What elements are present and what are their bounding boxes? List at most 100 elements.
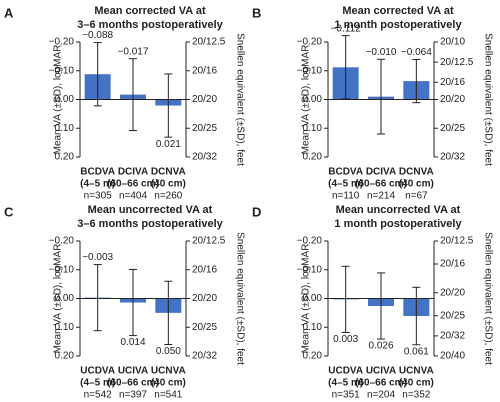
x-tick-label: (4–5 m)	[80, 179, 115, 190]
x-tick-label: (60–66 cm)	[107, 179, 159, 190]
y-tick-label: 0.10	[55, 123, 75, 134]
y2-tick-label: 20/32	[440, 152, 465, 163]
y-tick-label: 0.00	[303, 94, 323, 105]
n-label: n=214	[367, 191, 396, 202]
y2-axis-label: Snellen equivalent (±SD), feet	[234, 232, 245, 365]
panel-label: A	[4, 5, 14, 20]
chart-title: Mean uncorrected VA at	[336, 204, 461, 216]
y-tick-label: 0.20	[303, 152, 323, 163]
y2-tick-label: 20/16	[440, 77, 465, 88]
x-tick-label: UCDVA	[328, 366, 363, 377]
n-label: n=260	[154, 191, 183, 202]
x-tick-label: DCIVA	[366, 167, 396, 178]
y2-tick-label: 20/25	[192, 123, 217, 134]
panel: B Mean corrected VA at 1 month postoperati…	[252, 5, 493, 202]
x-tick-label: DCIVA	[118, 167, 148, 178]
y2-tick-label: 20/12.5	[192, 236, 226, 247]
panel: A Mean corrected VA at 3–6 months postoper…	[4, 5, 245, 202]
y-axis-label: Mean VA (±SD), logMAR	[53, 244, 64, 354]
y-axis-label: Mean VA (±SD), logMAR	[53, 45, 64, 155]
y2-tick-label: 20/40	[440, 351, 465, 362]
y-tick-label: −0.10	[297, 264, 323, 275]
x-tick-label: UCIVA	[366, 366, 396, 377]
y2-tick-label: 20/16	[440, 259, 465, 270]
y2-tick-label: 20/16	[192, 65, 217, 76]
y-tick-label: −0.10	[49, 264, 75, 275]
y2-tick-label: 20/20	[192, 94, 217, 105]
y2-axis-label: Snellen equivalent (±SD), feet	[482, 33, 493, 166]
value-label: −0.088	[82, 30, 113, 41]
x-tick-label: (40 cm)	[151, 378, 186, 389]
x-tick-label: (4–5 m)	[328, 378, 363, 389]
y-tick-label: −0.20	[49, 236, 75, 247]
y-tick-label: 0.00	[55, 94, 75, 105]
y-tick-label: 0.10	[55, 322, 75, 333]
y-tick-label: −0.20	[49, 37, 75, 48]
x-tick-label: (40 cm)	[151, 179, 186, 190]
panel: D Mean uncorrected VA at 1 month postopera…	[252, 204, 493, 401]
chart-title: 3–6 months postoperatively	[77, 218, 223, 230]
y2-tick-label: 20/12.5	[440, 57, 474, 68]
y2-tick-label: 20/10	[440, 37, 465, 48]
x-tick-label: (4–5 m)	[328, 179, 363, 190]
y2-tick-label: 20/20	[440, 94, 465, 105]
y2-tick-label: 20/12.5	[440, 236, 474, 247]
y-tick-label: −0.10	[49, 65, 75, 76]
y-tick-label: −0.10	[297, 65, 323, 76]
x-tick-label: (40 cm)	[399, 179, 434, 190]
panel-label: D	[252, 204, 261, 219]
x-tick-label: UCIVA	[118, 366, 148, 377]
x-tick-label: (60–66 cm)	[355, 378, 407, 389]
x-tick-label: (60–66 cm)	[107, 378, 159, 389]
chart-title: 3–6 months postoperatively	[77, 19, 223, 31]
y2-tick-label: 20/20	[440, 287, 465, 298]
y2-tick-label: 20/32	[192, 152, 217, 163]
x-tick-label: DCNVA	[399, 167, 434, 178]
chart-title: Mean corrected VA at	[94, 5, 206, 17]
y2-tick-label: 20/25	[440, 123, 465, 134]
y2-tick-label: 20/25	[192, 322, 217, 333]
n-label: n=351	[332, 390, 361, 401]
y2-axis-label: Snellen equivalent (±SD), feet	[482, 232, 493, 365]
y2-tick-label: 20/32	[192, 351, 217, 362]
x-tick-label: BCDVA	[80, 167, 115, 178]
y2-tick-label: 20/25	[440, 310, 465, 321]
n-label: n=352	[402, 390, 431, 401]
y-axis-label: Mean VA (±SD), logMAR	[301, 45, 312, 155]
x-tick-label: BCDVA	[328, 167, 363, 178]
y-tick-label: 0.20	[303, 351, 323, 362]
y-tick-label: 0.00	[303, 293, 323, 304]
value-label: 0.021	[156, 139, 181, 150]
x-tick-label: UCNVA	[151, 366, 186, 377]
value-label: −0.010	[366, 47, 397, 58]
x-tick-label: (60–66 cm)	[355, 179, 407, 190]
chart-title: 1 month postoperatively	[334, 19, 462, 31]
x-tick-label: UCNVA	[399, 366, 434, 377]
n-label: n=204	[367, 390, 396, 401]
y2-tick-label: 20/12.5	[192, 37, 226, 48]
value-label: 0.003	[333, 334, 358, 345]
value-label: 0.014	[120, 337, 145, 348]
n-label: n=110	[332, 191, 360, 202]
y-axis-label: Mean VA (±SD), logMAR	[301, 244, 312, 354]
value-label: 0.061	[404, 346, 429, 357]
y2-tick-label: 20/16	[192, 264, 217, 275]
n-label: n=67	[405, 191, 428, 202]
value-label: −0.112	[331, 23, 362, 34]
x-tick-label: UCDVA	[80, 366, 115, 377]
y-tick-label: −0.20	[297, 37, 323, 48]
value-label: 0.026	[368, 341, 393, 352]
n-label: n=305	[84, 191, 113, 202]
value-label: −0.017	[118, 46, 149, 57]
y2-axis-label: Snellen equivalent (±SD), feet	[234, 33, 245, 166]
value-label: 0.050	[156, 346, 181, 357]
chart-title: Mean corrected VA at	[342, 5, 454, 17]
x-tick-label: (40 cm)	[399, 378, 434, 389]
y2-tick-label: 20/20	[192, 293, 217, 304]
x-tick-label: DCNVA	[151, 167, 186, 178]
chart-title: 1 month postoperatively	[334, 218, 462, 230]
y-tick-label: −0.20	[297, 236, 323, 247]
y-tick-label: 0.10	[303, 123, 323, 134]
y-tick-label: 0.20	[55, 152, 75, 163]
